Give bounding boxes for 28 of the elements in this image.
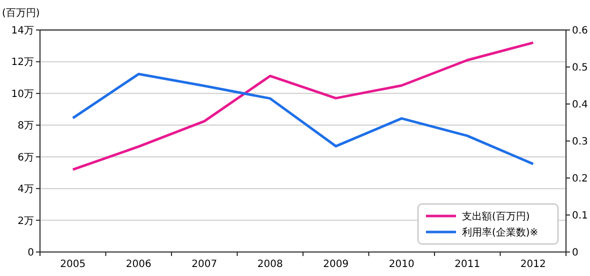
y-tick-label: 8万: [18, 120, 34, 132]
y2-tick-label: 0.2: [572, 174, 588, 184]
y-tick-label: 4万: [18, 184, 34, 196]
x-tick-label: 2012: [520, 259, 546, 270]
x-tick-label: 2008: [257, 259, 283, 270]
line-series: [72, 41, 534, 171]
y2-tick-label: 0.5: [572, 62, 588, 74]
x-tick-label: 2006: [126, 259, 152, 270]
y2-tick-label: 0.4: [572, 100, 588, 110]
y-tick-label: 14万: [11, 26, 34, 36]
y2-tick-label: 0.6: [572, 26, 588, 36]
y-tick-label: 10万: [11, 88, 34, 100]
y2-tick-label: 0.3: [572, 136, 588, 148]
y-tick-label: 0: [28, 248, 34, 258]
x-tick-label: 2009: [323, 259, 349, 270]
line-series: [72, 72, 534, 166]
legend-label: 支出額(百万円): [462, 210, 530, 222]
x-tick-label: 2005: [60, 259, 86, 270]
y2-tick-label: 0.1: [572, 210, 588, 222]
y-tick-label: 12万: [11, 57, 34, 68]
y-tick-label: 2万: [18, 216, 34, 227]
x-tick-label: 2007: [192, 259, 218, 270]
legend-label: 利用率(企業数)※: [462, 226, 538, 238]
x-tick-label: 2011: [454, 259, 480, 270]
y-axis-title: (百万円): [2, 8, 40, 19]
x-tick-label: 2010: [388, 259, 414, 270]
y-tick-label: 6万: [18, 152, 34, 164]
y2-tick-label: 0: [572, 248, 578, 258]
